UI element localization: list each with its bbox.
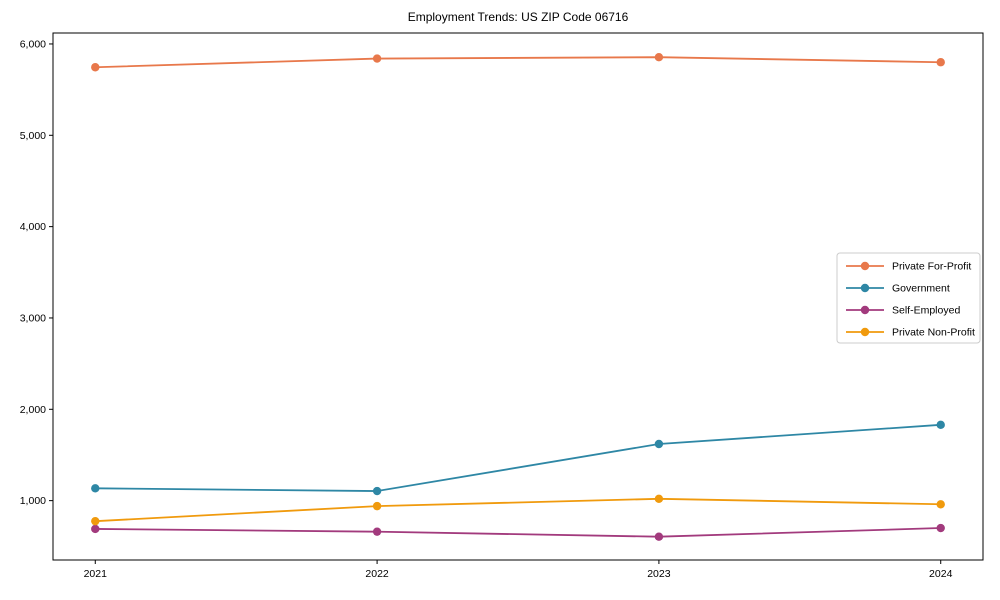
x-tick-label: 2024 <box>929 568 953 580</box>
data-point-self-employed <box>936 523 945 533</box>
legend-label-government: Government <box>892 283 950 295</box>
data-point-private-for-profit <box>936 58 945 67</box>
legend-label-self-employed: Self-Employed <box>892 305 960 317</box>
data-point-private-non-profit <box>936 500 945 509</box>
data-point-private-non-profit <box>91 516 100 526</box>
x-tick-label: 2023 <box>647 568 671 580</box>
data-point-private-non-profit <box>372 501 382 511</box>
data-point-self-employed <box>654 532 664 541</box>
series-line-private-for-profit <box>95 56 941 69</box>
legend-box <box>836 252 981 344</box>
data-point-government <box>372 486 382 496</box>
series-line-government <box>95 423 941 492</box>
data-point-government <box>654 439 664 449</box>
series-line-self-employed <box>95 527 941 538</box>
legend-marker-dot-private-non-profit <box>860 327 870 337</box>
legend-marker-dot-government <box>860 283 870 293</box>
plot-frame <box>52 32 984 561</box>
data-point-government <box>91 484 100 493</box>
chart-title: Employment Trends: US ZIP Code 06716 <box>407 10 629 24</box>
y-tick-label: 2,000 <box>20 404 46 416</box>
data-point-private-for-profit <box>654 53 664 62</box>
y-tick-label: 5,000 <box>20 130 46 142</box>
data-point-private-for-profit <box>372 54 382 63</box>
data-point-private-non-profit <box>654 494 664 504</box>
x-tick-label: 2021 <box>84 568 108 580</box>
y-tick-label: 6,000 <box>20 38 46 50</box>
legend-marker-dot-private-for-profit <box>860 261 870 271</box>
y-tick-label: 1,000 <box>20 495 46 507</box>
x-tick-label: 2022 <box>365 568 389 580</box>
data-point-government <box>936 420 945 430</box>
legend-label-private-non-profit: Private Non-Profit <box>892 327 975 339</box>
legend-marker-dot-self-employed <box>860 305 870 315</box>
y-tick-label: 3,000 <box>20 312 46 324</box>
series-line-private-non-profit <box>95 497 941 523</box>
data-point-self-employed <box>91 524 100 534</box>
y-tick-label: 4,000 <box>20 221 46 233</box>
data-point-self-employed <box>372 527 382 536</box>
legend-label-private-for-profit: Private For-Profit <box>892 261 971 273</box>
data-point-private-for-profit <box>91 63 100 72</box>
